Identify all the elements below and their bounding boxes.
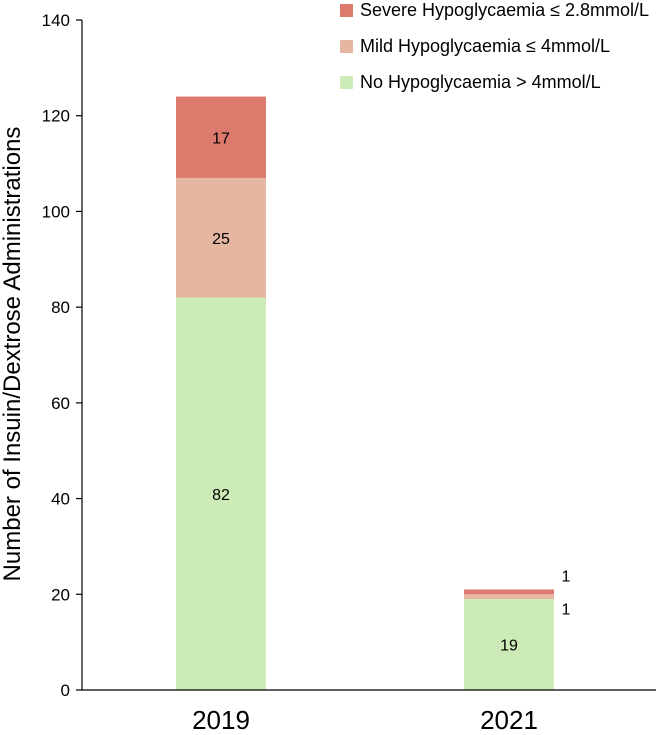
y-tick-label: 60 — [51, 394, 70, 413]
x-tick-label-2021: 2021 — [480, 705, 538, 735]
y-tick-label: 140 — [42, 11, 70, 30]
bar-label-2019-series-0: 82 — [212, 487, 230, 504]
bar-segment-2019-series-1 — [176, 177, 266, 298]
legend-swatch-0 — [340, 4, 353, 17]
y-axis-label: Number of Insuin/Dextrose Administration… — [0, 127, 26, 582]
legend-swatch-2 — [340, 76, 353, 89]
bar-segment-2019-series-0 — [176, 297, 266, 690]
legend-label-1: Mild Hypoglycaemia ≤ 4mmol/L — [360, 36, 610, 56]
bar-label-2021-series-2: 1 — [562, 569, 571, 586]
bar-segment-2021-series-2 — [464, 589, 554, 595]
legend-swatch-1 — [340, 40, 353, 53]
bar-segment-2021-series-1 — [464, 594, 554, 600]
x-tick-label-2019: 2019 — [192, 705, 250, 735]
legend-label-2: No Hypoglycaemia > 4mmol/L — [360, 72, 601, 92]
legend: Severe Hypoglycaemia ≤ 2.8mmol/L Mild Hyp… — [340, 0, 649, 92]
bar-label-2021-series-0: 19 — [500, 638, 518, 655]
x-axis: 2019 2021 — [82, 689, 656, 735]
bar-label-2019-series-2: 17 — [212, 130, 230, 147]
bar-label-2019-series-1: 25 — [212, 231, 230, 248]
y-tick-label: 40 — [51, 490, 70, 509]
bar-segment-2019-series-2 — [176, 96, 266, 178]
y-tick-label: 100 — [42, 202, 70, 221]
bar-label-2021-series-1: 1 — [562, 601, 571, 618]
y-tick-label: 0 — [61, 681, 70, 700]
bars: 82 25 17 19 1 1 — [176, 96, 571, 690]
y-tick-label: 20 — [51, 585, 70, 604]
y-tick-label: 80 — [51, 298, 70, 317]
y-axis: 0 20 40 60 80 100 120 140 — [42, 11, 83, 700]
bar-segment-2021-series-0 — [464, 599, 554, 690]
legend-label-0: Severe Hypoglycaemia ≤ 2.8mmol/L — [360, 0, 649, 20]
y-tick-label: 120 — [42, 107, 70, 126]
